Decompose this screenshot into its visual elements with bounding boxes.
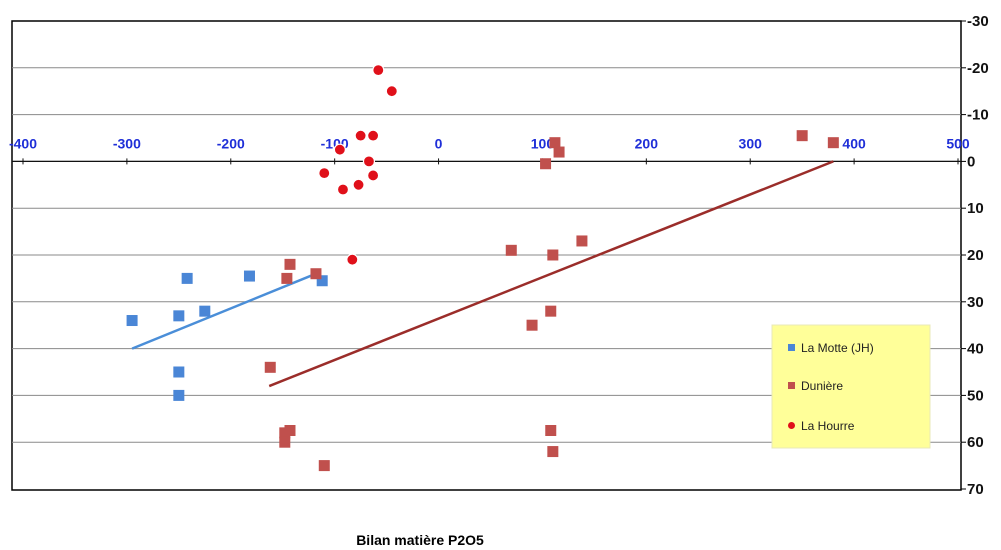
legend-label-la-motte: La Motte (JH) bbox=[801, 341, 874, 355]
x-tick-label: 400 bbox=[842, 135, 866, 151]
y-tick-label: 10 bbox=[967, 200, 984, 217]
legend-label-duniere: Dunière bbox=[801, 379, 843, 393]
data-point bbox=[540, 158, 552, 170]
data-point bbox=[284, 425, 296, 436]
data-point bbox=[547, 446, 559, 458]
data-point bbox=[173, 389, 185, 401]
data-point bbox=[279, 436, 291, 448]
data-point bbox=[547, 249, 559, 261]
x-tick-label: 500 bbox=[946, 135, 970, 151]
data-point bbox=[318, 167, 331, 180]
x-tick-label: 100 bbox=[531, 135, 555, 151]
trendline-duni-re bbox=[268, 160, 834, 388]
data-point bbox=[367, 129, 380, 142]
x-tick-label: 200 bbox=[635, 135, 659, 151]
data-point bbox=[545, 305, 557, 317]
data-point bbox=[505, 244, 517, 256]
data-point bbox=[362, 155, 376, 168]
data-point bbox=[284, 258, 296, 270]
data-point bbox=[354, 129, 367, 142]
trendlines bbox=[131, 160, 834, 388]
data-point bbox=[264, 361, 276, 373]
data-point bbox=[336, 183, 350, 196]
y-tick-label: 30 bbox=[967, 294, 984, 311]
x-tick-label: 300 bbox=[739, 135, 763, 151]
x-tick-label: -200 bbox=[217, 135, 245, 151]
x-tick-label: 0 bbox=[435, 135, 443, 151]
legend-label-la-hourre: La Hourre bbox=[801, 419, 855, 433]
data-point bbox=[181, 272, 193, 284]
y-tick-label: -10 bbox=[967, 107, 989, 124]
y-tick-label: 0 bbox=[967, 153, 975, 170]
data-point bbox=[243, 270, 255, 282]
data-point bbox=[199, 305, 211, 317]
x-tick-label: -300 bbox=[113, 135, 141, 151]
data-point bbox=[352, 178, 365, 191]
data-point bbox=[526, 319, 538, 331]
trendline-la-motte-jh- bbox=[131, 272, 317, 350]
data-point bbox=[318, 460, 330, 472]
legend-box bbox=[771, 324, 931, 449]
data-point bbox=[281, 272, 293, 284]
y-tick-label: 20 bbox=[967, 247, 984, 264]
data-point bbox=[576, 235, 588, 247]
legend-marker-duniere bbox=[788, 382, 795, 389]
y-tick-label: 70 bbox=[967, 481, 984, 498]
data-points bbox=[126, 64, 839, 472]
legend-marker-la-hourre bbox=[788, 422, 795, 429]
x-tick-label: -400 bbox=[9, 135, 37, 151]
legend-marker-la-motte bbox=[788, 344, 795, 351]
data-point bbox=[827, 137, 839, 149]
data-point bbox=[796, 130, 808, 142]
data-point bbox=[372, 64, 385, 77]
y-tick-label: 40 bbox=[967, 341, 984, 358]
data-point bbox=[333, 143, 346, 156]
legend: La Motte (JH) Dunière La Hourre bbox=[771, 324, 931, 449]
data-point bbox=[553, 146, 565, 158]
y-tick-label: -20 bbox=[967, 60, 989, 77]
y-tick-label: 60 bbox=[967, 434, 984, 451]
data-point bbox=[385, 85, 398, 98]
data-point bbox=[545, 425, 557, 436]
x-axis-title: Bilan matière P2O5 bbox=[356, 532, 484, 548]
data-point bbox=[126, 315, 138, 327]
y-tick-label: 50 bbox=[967, 387, 984, 404]
data-point bbox=[549, 137, 561, 149]
data-point bbox=[310, 268, 322, 280]
data-point bbox=[316, 275, 328, 287]
data-point bbox=[346, 253, 359, 266]
data-point bbox=[173, 366, 185, 378]
y-tick-label: -30 bbox=[967, 13, 989, 30]
data-point bbox=[173, 310, 185, 322]
data-point bbox=[367, 169, 380, 182]
